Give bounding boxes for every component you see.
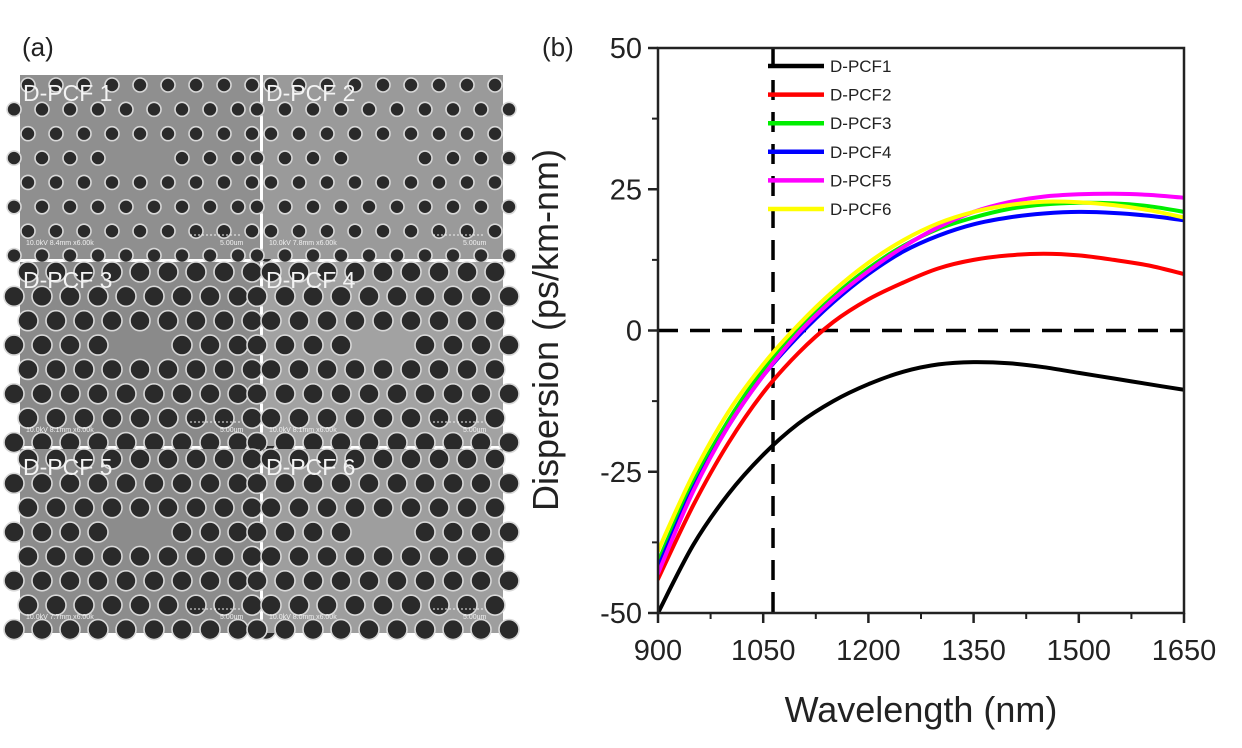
y-tick-label: -25: [600, 457, 642, 489]
x-tick-label: 1200: [836, 635, 901, 667]
x-tick-label: 1350: [941, 635, 1006, 667]
sem-image-6: D-PCF 6 10.0kV 8.0mm x6.00k 5.00um: [246, 448, 520, 641]
x-tick-label: 1500: [1047, 635, 1112, 667]
panel-b-dispersion-chart: (b) 900 1050 1200 1350 1500 1650 -50-2502550 …: [525, 32, 1216, 730]
sem-image-label: D-PCF 6: [266, 454, 355, 480]
sem-image-grid: D-PCF 1 10.0kV 8.4mm x6.00k 5.00um D-PCF 2 1…: [3, 75, 520, 641]
sem-image-label: D-PCF 1: [23, 80, 112, 106]
sem-scale-text: 5.00um: [463, 240, 487, 247]
reference-lines: [658, 48, 1184, 613]
x-axis-title: Wavelength (nm): [785, 689, 1058, 730]
sem-info-text: 10.0kV 7.8mm x6.00k: [269, 240, 337, 247]
sem-image-3: D-PCF 3 10.0kV 8.1mm x6.00k 5.00um: [3, 261, 277, 454]
sem-image-4: D-PCF 4 10.0kV 8.1mm x6.00k 5.00um: [246, 261, 520, 454]
sem-image-5: D-PCF 5 10.0kV 7.7mm x6.00k 5.00um: [3, 448, 277, 641]
series-line-d-pcf4: [658, 209, 1184, 570]
panel-a-sem-images: (a) D-PCF 110.0kV 8.4mm x6.00k 5.00umD-PC…: [3, 32, 520, 641]
series-line-d-pcf5: [658, 191, 1184, 576]
series-line-d-pcf2: [658, 251, 1184, 582]
sem-image-2: D-PCF 2 10.0kV 7.8mm x6.00k 5.00um: [249, 75, 517, 264]
sem-image-label: D-PCF 2: [266, 80, 355, 106]
sem-image-label: D-PCF 3: [23, 267, 112, 293]
dispersion-curves: [658, 191, 1184, 613]
sem-image-label: D-PCF 5: [23, 454, 112, 480]
x-tick-label: 1050: [731, 635, 796, 667]
sem-scale-text: 5.00um: [220, 427, 244, 434]
legend-label: D-PCF2: [830, 86, 891, 105]
legend-label: D-PCF6: [830, 200, 891, 219]
sem-image-label: D-PCF 4: [266, 267, 356, 293]
legend-label: D-PCF4: [830, 143, 891, 162]
sem-scale-text: 5.00um: [220, 240, 244, 247]
panel-b-label: (b): [542, 32, 574, 62]
sem-info-text: 10.0kV 8.1mm x6.00k: [269, 427, 337, 434]
x-tick-label: 1650: [1152, 635, 1217, 667]
sem-scale-text: 5.00um: [463, 427, 487, 434]
sem-info-text: 10.0kV 8.4mm x6.00k: [26, 240, 94, 247]
legend: D-PCF1 D-PCF2 D-PCF3 D-PCF4 D-PCF5 D-PCF6: [768, 57, 891, 219]
sem-info-text: 10.0kV 8.1mm x6.00k: [26, 427, 94, 434]
legend-label: D-PCF5: [830, 171, 891, 190]
sem-image-1: D-PCF 1 10.0kV 8.4mm x6.00k 5.00um: [6, 75, 274, 264]
x-tick-label: 900: [634, 635, 682, 667]
y-tick-label: 25: [610, 174, 642, 206]
y-tick-label: -50: [600, 598, 642, 630]
series-line-d-pcf6: [658, 199, 1184, 553]
panel-a-label: (a): [22, 32, 54, 62]
y-tick-label: 0: [626, 316, 642, 348]
x-axis: 900 1050 1200 1350 1500 1650: [634, 613, 1216, 667]
sem-info-text: 10.0kV 8.0mm x6.00k: [269, 614, 337, 621]
y-tick-label: 50: [610, 33, 642, 65]
legend-label: D-PCF1: [830, 57, 891, 76]
y-axis: -50 -25 0 25 50: [600, 33, 658, 630]
sem-scale-text: 5.00um: [463, 614, 487, 621]
series-line-d-pcf1: [658, 360, 1184, 613]
y-axis-title: Dispersion (ps/km-nm): [525, 149, 566, 511]
sem-info-text: 10.0kV 7.7mm x6.00k: [26, 614, 94, 621]
legend-label: D-PCF3: [830, 114, 891, 133]
sem-scale-text: 5.00um: [220, 614, 244, 621]
